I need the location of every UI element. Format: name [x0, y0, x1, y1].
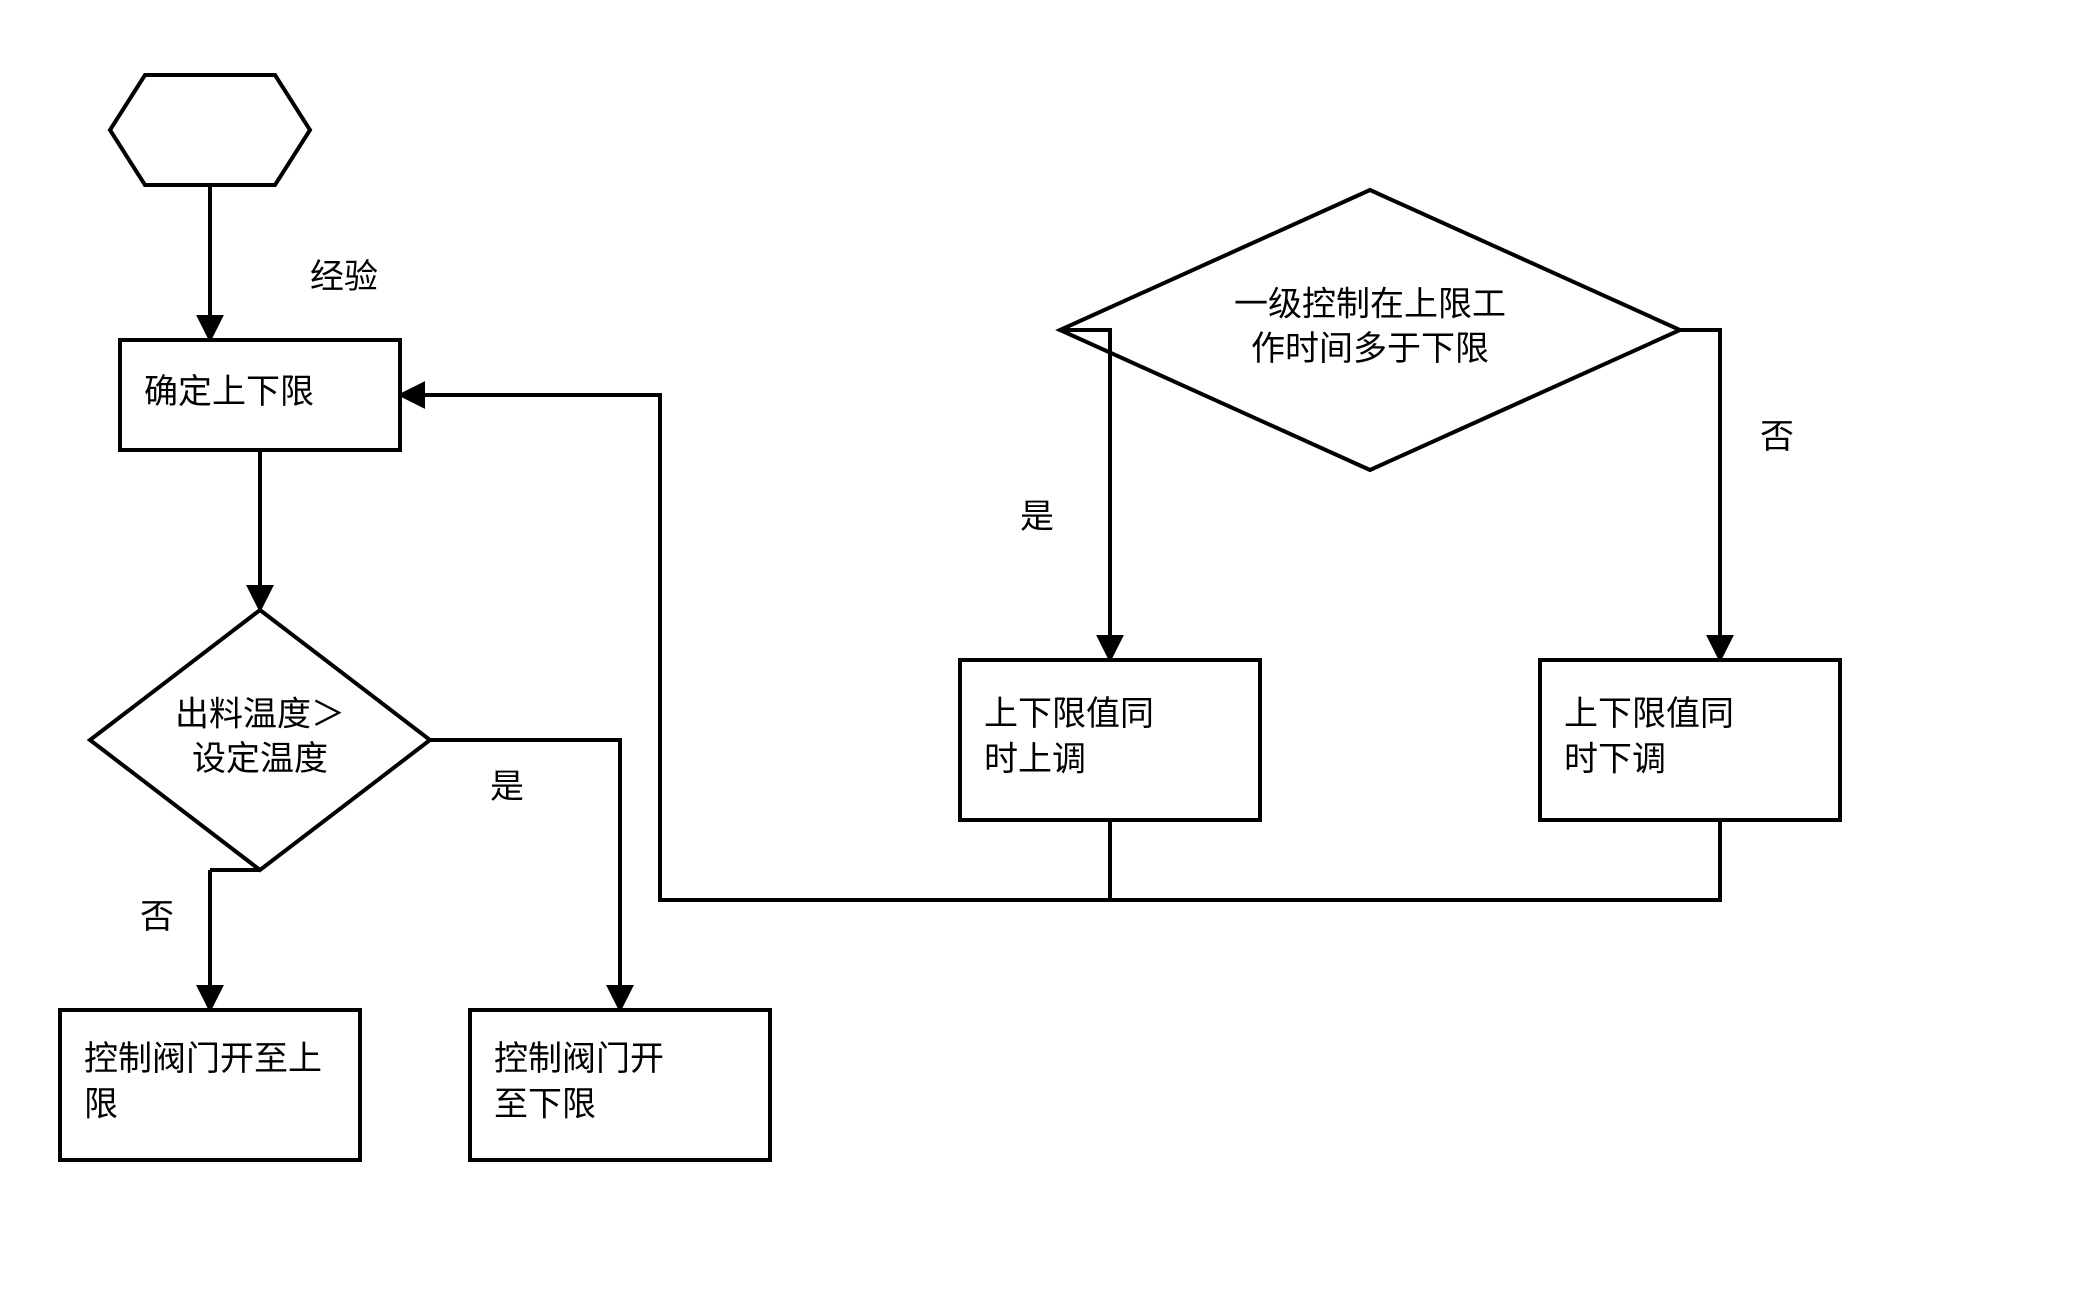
edge — [400, 395, 1110, 900]
set_limits-label: 确定上下限 — [144, 373, 314, 411]
edge-label-temp_yes: 是 — [490, 769, 524, 806]
edge — [430, 740, 620, 1010]
edge-label-temp_no: 否 — [140, 899, 174, 936]
edge-label-tier_yes: 是 — [1020, 499, 1054, 536]
edge-label-experience: 经验 — [310, 258, 378, 296]
edge — [1110, 820, 1720, 900]
raise_limits — [960, 660, 1260, 820]
valve_upper — [60, 1010, 360, 1160]
edge — [1680, 330, 1720, 660]
start-terminator — [110, 75, 310, 185]
valve_lower — [470, 1010, 770, 1160]
lower_limits — [1540, 660, 1840, 820]
edge-label-tier_no: 否 — [1760, 419, 1794, 456]
